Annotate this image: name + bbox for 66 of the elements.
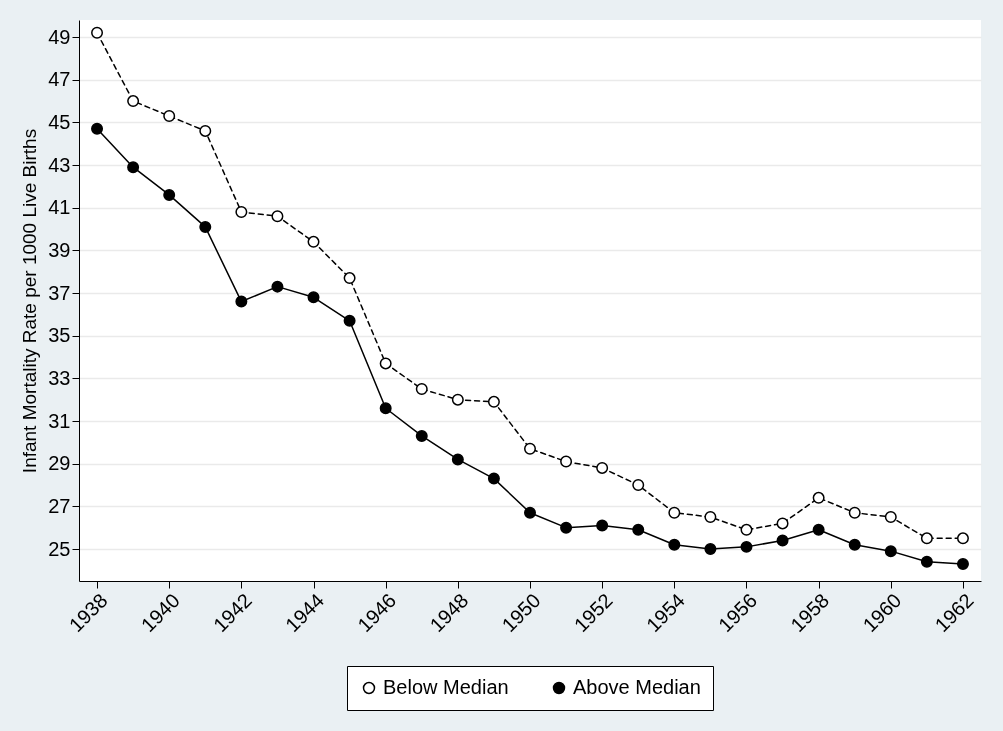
y-tick-label: 39 [48, 238, 71, 261]
point [451, 453, 464, 466]
point [487, 395, 500, 408]
point [487, 472, 500, 485]
point [343, 314, 356, 327]
point [415, 383, 428, 396]
point [379, 402, 392, 415]
point [524, 442, 536, 455]
point [596, 461, 609, 474]
y-tick-label: 35 [48, 324, 71, 347]
y-tick-label: 49 [48, 25, 71, 48]
point [91, 122, 104, 135]
y-tick-label: 27 [48, 494, 71, 517]
point [668, 506, 681, 519]
point [379, 357, 392, 370]
point [163, 188, 176, 201]
point [704, 543, 717, 555]
point [812, 491, 825, 504]
y-tick-label: 33 [48, 366, 71, 389]
point [848, 506, 861, 519]
point [632, 479, 645, 491]
point [307, 291, 320, 304]
point [956, 532, 969, 545]
y-tick-label: 47 [48, 68, 71, 91]
point [884, 545, 897, 558]
point [560, 521, 573, 534]
point [451, 393, 464, 406]
point [668, 538, 681, 551]
point [776, 534, 789, 547]
point [235, 205, 248, 218]
point [271, 280, 284, 293]
point [596, 519, 609, 532]
y-tick-label: 45 [48, 110, 71, 133]
point [740, 540, 753, 553]
point [920, 555, 933, 568]
y-tick-label: 43 [48, 153, 71, 176]
point [91, 26, 104, 39]
y-tick-label: 41 [48, 196, 71, 219]
point [199, 124, 212, 137]
point [956, 557, 969, 570]
legend-label: Below Median [383, 676, 509, 698]
point [271, 210, 284, 223]
point [307, 235, 320, 248]
y-tick-label: 29 [48, 452, 71, 475]
point [560, 455, 573, 468]
point [704, 511, 717, 523]
point [235, 295, 248, 308]
point [740, 523, 753, 536]
y-tick-label: 25 [48, 537, 71, 560]
point [920, 532, 933, 545]
point [343, 272, 356, 285]
point [776, 517, 789, 530]
point [632, 523, 645, 536]
legend-label: Above Median [573, 676, 701, 698]
point [199, 220, 212, 233]
point [812, 523, 825, 536]
y-axis-title: Infant Mortality Rate per 1000 Live Births [19, 128, 41, 474]
point [524, 506, 536, 519]
point [127, 161, 140, 174]
point [884, 511, 897, 523]
point [163, 110, 176, 122]
y-tick-label: 31 [48, 409, 71, 432]
point [415, 429, 428, 442]
point [127, 95, 140, 108]
y-tick-label: 37 [48, 281, 71, 304]
point [848, 538, 861, 551]
